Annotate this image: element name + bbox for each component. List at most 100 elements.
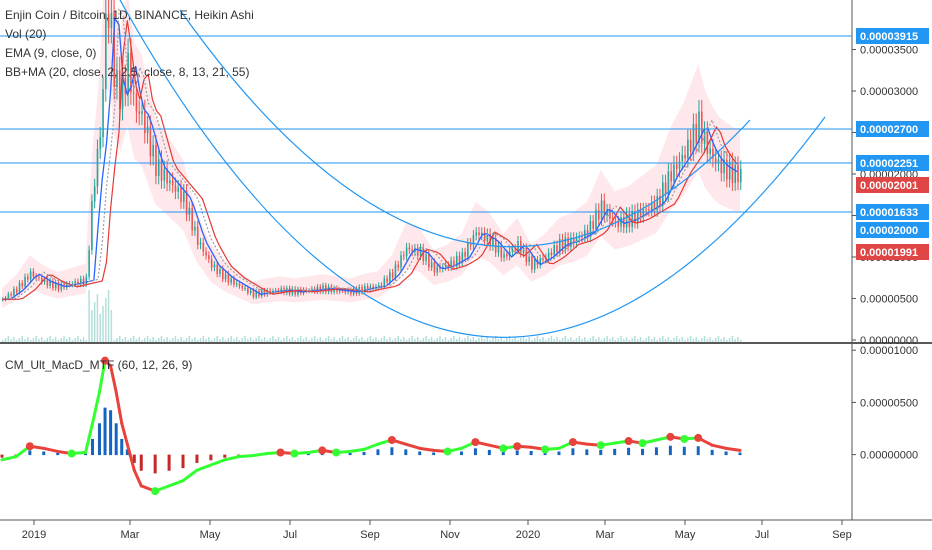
- volume-bar: [27, 337, 29, 342]
- macd-histogram-bar: [132, 454, 136, 463]
- volume-bar: [10, 339, 12, 342]
- macd-histogram-bar: [627, 447, 631, 456]
- price-candles: [2, 0, 742, 302]
- candle-body: [163, 169, 166, 181]
- volume-bar: [519, 338, 522, 342]
- volume-bar: [675, 336, 678, 342]
- legend-ema[interactable]: EMA (9, close, 0): [5, 46, 97, 60]
- volume-bar: [611, 337, 614, 342]
- volume-bar: [492, 338, 494, 342]
- volume-bar: [380, 338, 383, 342]
- legend-symbol[interactable]: Enjin Coin / Bitcoin, 1D, BINANCE, Heiki…: [5, 8, 254, 22]
- candle-body: [450, 260, 452, 268]
- time-tick-label: Sep: [360, 529, 380, 541]
- candle-body: [149, 126, 152, 157]
- volume-bar: [667, 337, 670, 342]
- candle-body: [731, 161, 734, 184]
- volume-bar: [659, 338, 661, 342]
- price-badge: [856, 204, 929, 220]
- price-badges: 0.00003915 0.00002700 0.00002251 0.00002001…: [856, 28, 929, 260]
- volume-bar: [698, 340, 700, 342]
- price-axis[interactable]: 0.000035000.000030000.000025000.00002000…: [852, 45, 918, 348]
- macd-cross-dot: [276, 448, 285, 457]
- time-tick-label: Jul: [755, 529, 769, 541]
- macd-cross-dot: [638, 439, 647, 448]
- candle-body: [453, 260, 455, 266]
- volume-bar: [174, 336, 177, 342]
- candle-body: [118, 70, 121, 109]
- volume-bar: [124, 337, 127, 342]
- volume-bar: [522, 336, 525, 342]
- macd-line-segment: [97, 359, 107, 394]
- volume-bar: [528, 337, 530, 342]
- volume-bar: [46, 338, 49, 342]
- volume-bar: [486, 337, 489, 342]
- volume-bar: [439, 336, 441, 342]
- candle-body: [422, 248, 425, 262]
- legend-bbma[interactable]: BB+MA (20, close, 2, 2.5, close, 8, 13, …: [5, 65, 250, 79]
- volume-bar: [600, 340, 603, 342]
- legend-volume[interactable]: Vol (20): [5, 27, 47, 41]
- candle-body: [372, 286, 374, 288]
- candle-body: [667, 171, 670, 195]
- macd-histogram-bar: [306, 453, 310, 456]
- candle-body: [564, 237, 567, 250]
- volume-bar: [49, 336, 51, 342]
- candle-body: [405, 247, 408, 257]
- time-axis[interactable]: 2019 Mar May Jul Sep Nov 2020 Mar May Jul Sep: [22, 520, 852, 541]
- volume-bar: [263, 337, 266, 342]
- candle-body: [146, 126, 149, 134]
- macd-histogram-bar: [571, 448, 575, 456]
- volume-bar: [249, 337, 252, 342]
- candle-body: [52, 280, 54, 289]
- volume-bar: [419, 340, 422, 342]
- candle-body: [684, 155, 686, 159]
- price-badge-label: 0.00001633: [860, 207, 918, 219]
- indicator-tick-label: 0.00000500: [860, 397, 918, 409]
- candle-body: [533, 260, 536, 270]
- candle-body: [344, 290, 347, 293]
- volume-bar: [391, 340, 394, 342]
- volume-bar: [247, 339, 249, 342]
- volume-bar: [308, 340, 310, 342]
- candle-body: [645, 209, 647, 211]
- candle-body: [709, 148, 711, 154]
- candle-body: [171, 180, 174, 186]
- candle-body: [377, 285, 380, 287]
- volume-bar: [302, 339, 305, 342]
- volume-bar: [636, 339, 639, 342]
- macd-cross-dot: [101, 356, 110, 365]
- indicator-axis[interactable]: 0.00001000 0.00000500 0.00000000: [852, 345, 918, 462]
- candle-body: [233, 278, 235, 285]
- volume-bar: [43, 340, 46, 342]
- candle-body: [383, 278, 386, 286]
- volume-bar: [146, 336, 149, 342]
- volume-bar: [149, 339, 152, 342]
- price-badge-label: 0.00002001: [860, 180, 918, 192]
- volume-bar: [642, 340, 645, 342]
- candle-body: [260, 290, 263, 297]
- price-badge-label: 0.00002000: [860, 225, 918, 237]
- volume-bar: [478, 338, 480, 342]
- candle-body: [391, 272, 394, 278]
- volume-bar: [703, 336, 706, 342]
- volume-bar: [489, 340, 491, 342]
- volume-bar: [570, 337, 572, 342]
- macd-histogram-bar: [501, 451, 505, 456]
- volume-bar: [252, 340, 255, 342]
- candle-body: [678, 161, 681, 169]
- legend-macd[interactable]: CM_Ult_MacD_MTF (60, 12, 26, 9): [5, 358, 193, 372]
- candle-body: [712, 148, 714, 159]
- volume-bar: [494, 336, 497, 342]
- candle-body: [274, 290, 277, 292]
- macd-histogram-bar: [376, 449, 380, 456]
- volume-bar: [726, 340, 728, 342]
- candle-body: [589, 221, 592, 237]
- candle-body: [152, 144, 154, 157]
- volume-bar: [238, 340, 241, 342]
- price-badge: [856, 177, 929, 193]
- volume-bar: [614, 340, 617, 342]
- candle-body: [160, 159, 163, 181]
- price-tick-label: 0.00003000: [860, 86, 918, 98]
